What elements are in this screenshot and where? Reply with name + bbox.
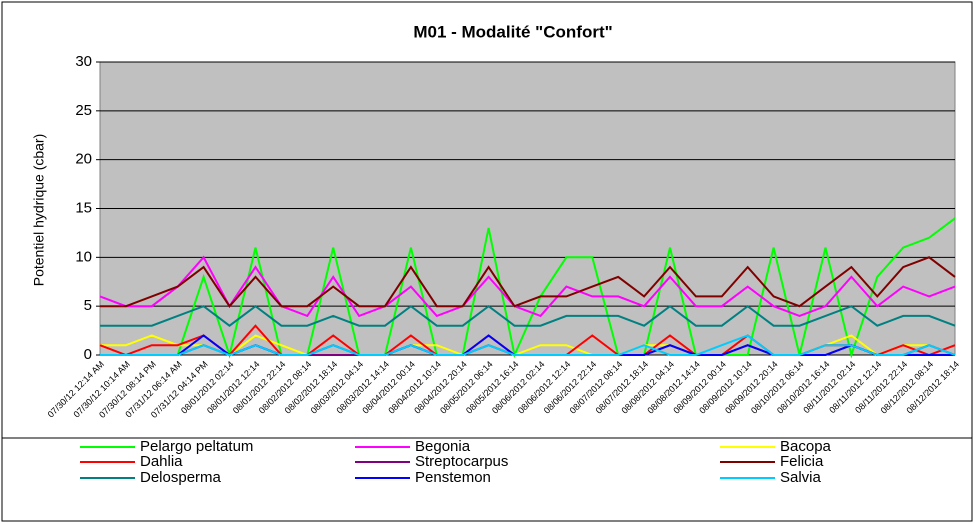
legend-label: Streptocarpus: [415, 453, 508, 470]
legend-label: Salvia: [780, 469, 822, 486]
y-tick-label: 25: [75, 102, 92, 119]
legend-label: Felicia: [780, 453, 824, 470]
y-tick-label: 5: [84, 297, 92, 314]
chart-title: M01 - Modalité "Confort": [413, 22, 612, 41]
legend-label: Dahlia: [140, 453, 183, 470]
series-line: [100, 256, 956, 308]
series-line: [100, 334, 956, 357]
legend-label: Bacopa: [780, 438, 832, 455]
y-tick-label: 30: [75, 53, 92, 70]
legend-label: Pelargo peltatum: [140, 438, 253, 455]
legend-label: Delosperma: [140, 469, 222, 486]
legend-label: Penstemon: [415, 469, 491, 486]
y-tick-label: 15: [75, 199, 92, 216]
y-tick-label: 10: [75, 248, 92, 265]
legend-label: Begonia: [415, 438, 471, 455]
y-tick-label: 0: [84, 346, 92, 363]
y-tick-label: 20: [75, 151, 92, 168]
series-line: [99, 255, 956, 318]
y-axis-label: Potentiel hydrique (cbar): [31, 134, 47, 287]
series-line: [100, 304, 956, 327]
